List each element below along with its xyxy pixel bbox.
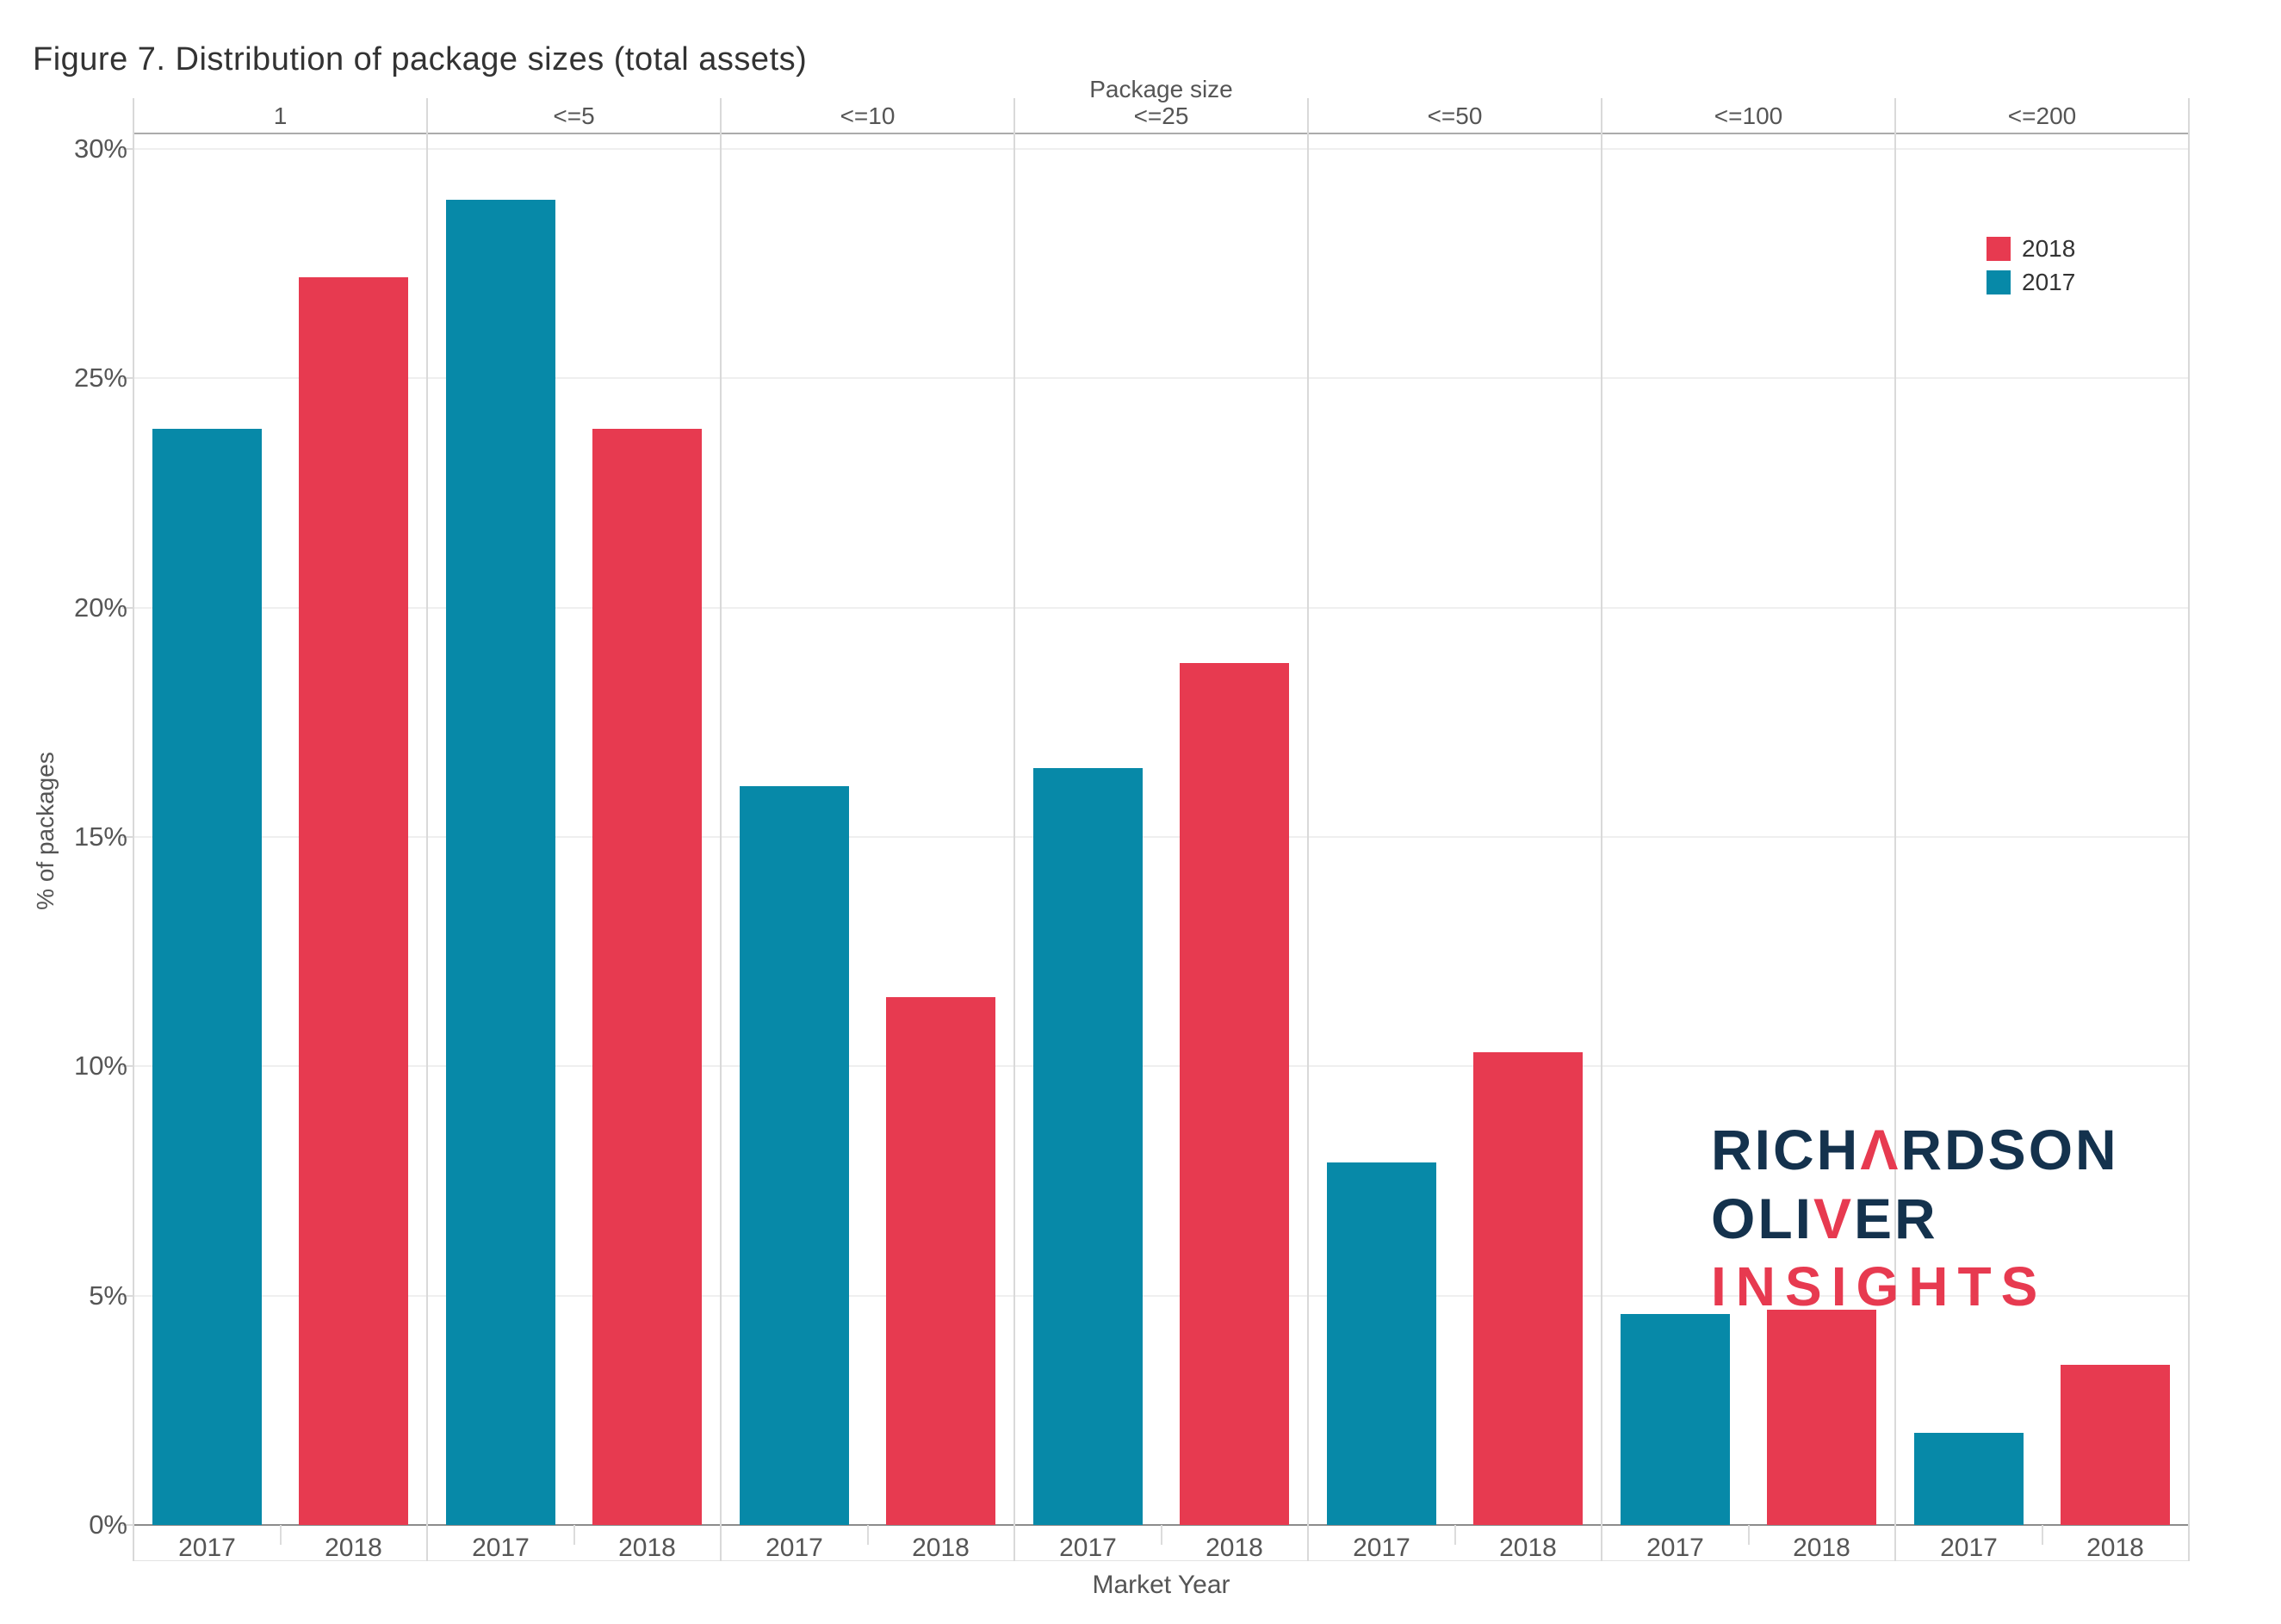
year-pair-tick [866, 1525, 869, 1545]
logo-line-richardson: RICHΛRDSON [1711, 1118, 2119, 1181]
y-tick-label: 10% [73, 1051, 127, 1082]
package-size-header-<=50: <=50 [1427, 102, 1483, 129]
y-axis-title: % of packages [32, 752, 59, 910]
x-axis-title: Market Year [1092, 1571, 1230, 1599]
x-tick-label-<=5-2017: 2017 [472, 1534, 530, 1562]
package-size-header-1: 1 [273, 102, 288, 129]
bar-<=50-2018[interactable] [1473, 1052, 1583, 1525]
logo-line-insights: INSIGHTS [1711, 1255, 2048, 1317]
x-tick-label-<=200-2017: 2017 [1940, 1534, 1998, 1562]
year-pair-tick [573, 1525, 575, 1545]
bar-<=50-2017[interactable] [1327, 1162, 1436, 1525]
column-separator [1013, 98, 1015, 1561]
column-separator [1307, 98, 1309, 1561]
year-pair-tick [2041, 1525, 2043, 1545]
year-pair-tick [1747, 1525, 1750, 1545]
x-tick-label-<=10-2017: 2017 [765, 1534, 823, 1562]
bar-<=100-2018[interactable] [1767, 1309, 1876, 1525]
x-tick-label-<=50-2018: 2018 [1499, 1534, 1557, 1562]
legend-label-2017: 2017 [2022, 268, 2076, 295]
bar-<=200-2017[interactable] [1914, 1433, 2024, 1525]
bar-1-2018[interactable] [299, 277, 408, 1525]
bar-<=5-2018[interactable] [592, 428, 702, 1525]
bar-<=5-2017[interactable] [446, 199, 555, 1525]
y-axis-tick [122, 1065, 133, 1068]
y-tick-label: 30% [73, 133, 127, 164]
column-separator [133, 98, 134, 1561]
package-size-axis-title: Package size [1089, 76, 1233, 102]
package-size-header-<=200: <=200 [2007, 102, 2077, 129]
logo-red-v: V [1813, 1187, 1855, 1250]
gridline-20pct [133, 606, 2189, 609]
x-tick-label-<=25-2017: 2017 [1059, 1534, 1117, 1562]
x-tick-label-1-2017: 2017 [178, 1534, 236, 1562]
year-pair-tick [279, 1525, 282, 1545]
column-header-underline [133, 133, 2189, 134]
x-tick-label-<=10-2018: 2018 [912, 1534, 970, 1562]
gridline-15pct [133, 836, 2189, 838]
column-separator [2188, 98, 2190, 1561]
gridline-25pct [133, 377, 2189, 380]
legend-item-2018[interactable]: 2018 [1987, 236, 2075, 261]
x-axis-band-border [133, 1560, 2189, 1561]
package-size-header-<=5: <=5 [553, 102, 595, 129]
gridline-5pct [133, 1294, 2189, 1297]
year-pair-tick [1160, 1525, 1162, 1545]
legend-item-2017[interactable]: 2017 [1987, 270, 2075, 294]
package-size-header-<=10: <=10 [840, 102, 896, 129]
x-tick-label-<=5-2018: 2018 [618, 1534, 676, 1562]
x-tick-label-<=100-2018: 2018 [1793, 1534, 1850, 1562]
legend-label-2018: 2018 [2022, 234, 2076, 262]
y-axis-tick [122, 1294, 133, 1297]
y-axis-tick [122, 377, 133, 380]
year-pair-tick [1454, 1525, 1456, 1545]
logo-line-oliver: OLIVER [1711, 1187, 1938, 1250]
y-tick-label: 15% [73, 821, 127, 852]
y-tick-label: 20% [73, 592, 127, 623]
x-tick-label-<=50-2017: 2017 [1353, 1534, 1410, 1562]
column-separator [1894, 98, 1896, 1561]
column-separator [720, 98, 722, 1561]
logo-red-caret: Λ [1860, 1118, 1901, 1181]
legend-swatch-2017 [1987, 270, 2011, 294]
x-tick-label-<=25-2018: 2018 [1206, 1534, 1263, 1562]
bar-<=100-2017[interactable] [1621, 1313, 1730, 1525]
bar-<=200-2018[interactable] [2061, 1364, 2170, 1525]
bar-<=10-2017[interactable] [740, 786, 849, 1525]
column-separator [426, 98, 428, 1561]
y-tick-label: 0% [89, 1509, 127, 1540]
gridline-30pct [133, 148, 2189, 150]
x-tick-label-<=200-2018: 2018 [2086, 1534, 2144, 1562]
y-axis-tick [122, 836, 133, 838]
y-tick-label: 5% [89, 1280, 127, 1311]
package-size-header-<=100: <=100 [1714, 102, 1783, 129]
x-tick-label-1-2018: 2018 [325, 1534, 382, 1562]
legend: 2018 2017 [1987, 236, 2075, 303]
bar-<=25-2017[interactable] [1033, 768, 1143, 1525]
column-separator [1601, 98, 1602, 1561]
y-axis-tick [122, 606, 133, 609]
y-axis-tick [122, 1524, 133, 1526]
richardson-oliver-insights-logo: RICHΛRDSON OLIVER INSIGHTS [1711, 1121, 2119, 1314]
bar-1-2017[interactable] [152, 428, 262, 1525]
y-axis-tick [122, 148, 133, 150]
x-tick-label-<=100-2017: 2017 [1646, 1534, 1704, 1562]
chart-title: Figure 7. Distribution of package sizes … [33, 41, 808, 77]
bar-<=25-2018[interactable] [1180, 662, 1289, 1525]
legend-swatch-2018 [1987, 236, 2011, 261]
gridline-10pct [133, 1065, 2189, 1068]
package-size-header-<=25: <=25 [1133, 102, 1189, 129]
y-tick-label: 25% [73, 363, 127, 394]
bar-<=10-2018[interactable] [886, 997, 995, 1525]
